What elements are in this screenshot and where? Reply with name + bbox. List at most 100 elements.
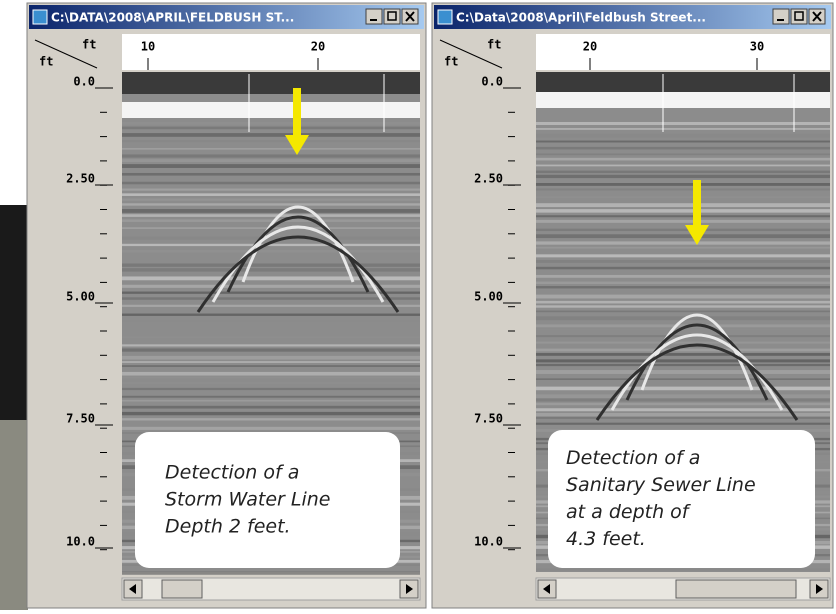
corner-divider [439,39,503,69]
stripe [122,320,420,323]
stripe [536,234,830,239]
depth-label: 7.50 [474,412,503,426]
stripe [536,259,830,263]
stripe [536,209,830,213]
stripe [536,324,830,328]
dark-band [536,72,830,94]
stripe [122,126,420,130]
depth-label: 0.0 [73,75,95,89]
stripe [122,249,420,253]
stripe [122,361,420,363]
stripe [536,341,830,344]
stripe [536,281,830,285]
icon [794,11,804,21]
stripe [536,215,830,218]
depth-label: 5.00 [66,290,95,304]
stripe [536,412,830,417]
stripe [122,258,420,261]
stripe [536,266,830,270]
icon [129,584,136,594]
stripe [536,359,830,363]
stripe [536,378,830,380]
stripe [536,286,830,289]
bright-band [536,92,830,108]
stripe [122,181,420,185]
scroll-thumb[interactable] [675,579,797,599]
stripe [536,363,830,367]
stripe [122,399,420,402]
stripe [122,159,420,162]
stripe [536,219,830,223]
corner-divider [34,39,98,69]
stripe [536,294,830,299]
stripe [536,183,830,186]
title-bar [29,5,424,29]
stripe [122,418,420,421]
caption-line: Depth 2 feet. [165,516,291,538]
stripe [122,193,420,196]
stripe [122,154,420,158]
stripe [536,394,830,399]
ruler [122,34,420,70]
stripe [536,408,830,412]
icon [387,11,397,21]
stripe [122,387,420,391]
depth-label: 10.0 [66,535,95,549]
caption-box [548,430,815,568]
depth-label: 2.50 [474,172,503,186]
arrow-shaft [293,88,301,137]
ruler-label: 20 [583,40,597,54]
stripe [536,398,830,402]
stripe [536,386,830,391]
stripe [122,140,420,143]
stripe [536,153,830,156]
stripe [122,236,420,240]
stripe [122,209,420,213]
stripe [122,571,420,575]
stripe [122,329,420,334]
caption-line: Detection of a [165,462,299,484]
icon [405,11,415,22]
stripe [122,291,420,294]
stripe [536,417,830,419]
stripe [536,122,830,125]
stripe [122,426,420,430]
hyperbola [196,235,400,313]
stripe [122,219,420,222]
ruler-label: 30 [750,40,764,54]
stripe [122,188,420,191]
stripe [536,300,830,304]
caption-line: Detection of a [566,447,700,469]
stripe [122,365,420,367]
icon [406,584,413,594]
stripe [536,254,830,258]
arrow-head [685,225,709,245]
stripe [536,274,830,278]
caption-line: Sanitary Sewer Line [566,474,756,496]
minimize-button[interactable] [772,8,790,25]
scroll-thumb[interactable] [161,579,203,599]
stripe [536,203,830,208]
stripe [122,122,420,125]
stripe [122,297,420,300]
stripe [122,263,420,267]
stripe [122,164,420,168]
stripe [536,157,830,161]
stripe [122,376,420,379]
stripe [122,348,420,352]
stripe [122,355,420,360]
stripe [122,284,420,288]
icon [812,11,822,22]
stripe [122,133,420,137]
stripe [122,382,420,384]
depth-label: 5.00 [474,290,503,304]
photo-strip [0,420,28,610]
minimize-button[interactable] [365,8,383,25]
hyperbola [595,343,799,421]
stripe [536,164,830,167]
depth-label: 0.0 [481,75,503,89]
window: C:\DATA\2008\APRIL\FELDBUSH ST... ft ft 0.0… [26,2,427,609]
stripe [536,348,830,352]
stripe [536,353,830,356]
